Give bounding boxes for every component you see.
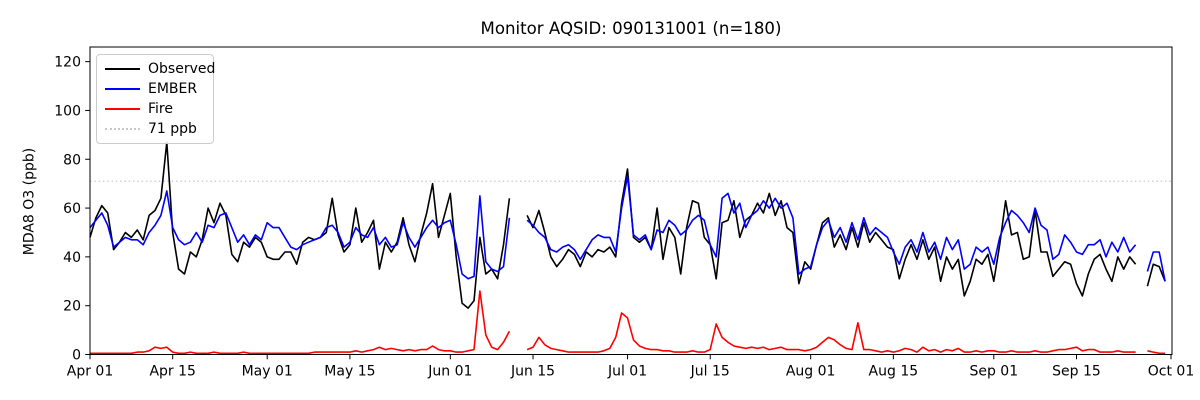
legend: Observed EMBER Fire 71 ppb bbox=[96, 54, 216, 144]
legend-label: Fire bbox=[148, 101, 173, 117]
y-axis-tick-label: 0 bbox=[72, 348, 81, 364]
fire-line bbox=[90, 290, 511, 355]
x-axis-tick-label: Oct 01 bbox=[1148, 364, 1194, 380]
x-axis-tick-label: May 15 bbox=[324, 364, 375, 380]
x-axis-tick-label: May 01 bbox=[242, 364, 293, 380]
ember-line bbox=[1146, 251, 1166, 282]
y-axis-tick-label: 20 bbox=[63, 299, 81, 315]
observed-line bbox=[1146, 263, 1166, 287]
chart-title: Monitor AQSID: 090131001 (n=180) bbox=[480, 19, 782, 38]
x-axis-tick-label: Jun 01 bbox=[427, 364, 472, 380]
x-axis-tick-label: Sep 15 bbox=[1052, 364, 1101, 380]
x-axis-tick-label: Apr 15 bbox=[149, 364, 195, 380]
y-axis-tick-label: 40 bbox=[63, 250, 81, 266]
legend-label: EMBER bbox=[148, 81, 198, 97]
x-axis-tick-label: Aug 01 bbox=[786, 364, 836, 380]
legend-line-sample bbox=[105, 108, 140, 110]
x-axis-tick-label: Jul 01 bbox=[607, 364, 647, 380]
fire-line bbox=[1147, 350, 1166, 355]
y-axis-tick-label: 80 bbox=[63, 152, 81, 168]
legend-item-ember: EMBER bbox=[97, 79, 213, 99]
observed-line bbox=[89, 141, 511, 309]
y-axis-tick-label: 60 bbox=[63, 201, 81, 217]
y-axis-label: MDA8 O3 (ppb) bbox=[21, 147, 38, 256]
x-axis-tick-label: Aug 15 bbox=[869, 364, 919, 380]
legend-line-sample bbox=[105, 128, 140, 130]
axes-spines bbox=[89, 46, 1173, 355]
legend-label: 71 ppb bbox=[148, 121, 197, 137]
legend-line-sample bbox=[105, 68, 140, 70]
legend-item-observed: Observed bbox=[97, 59, 216, 79]
legend-item-fire: Fire bbox=[97, 99, 213, 119]
ember-line bbox=[526, 175, 1137, 275]
legend-item-71-ppb: 71 ppb bbox=[97, 119, 213, 139]
x-axis-tick-label: Apr 01 bbox=[67, 364, 113, 380]
ember-line bbox=[89, 190, 511, 280]
legend-line-sample bbox=[105, 88, 140, 90]
y-axis-tick-label: 100 bbox=[54, 103, 81, 119]
legend-label: Observed bbox=[148, 61, 216, 77]
x-axis-tick-label: Jun 15 bbox=[510, 364, 555, 380]
fire-line bbox=[526, 312, 1136, 353]
x-axis-tick-label: Sep 01 bbox=[969, 364, 1018, 380]
x-axis-tick-label: Jul 15 bbox=[690, 364, 730, 380]
y-axis-tick-label: 120 bbox=[54, 55, 81, 71]
